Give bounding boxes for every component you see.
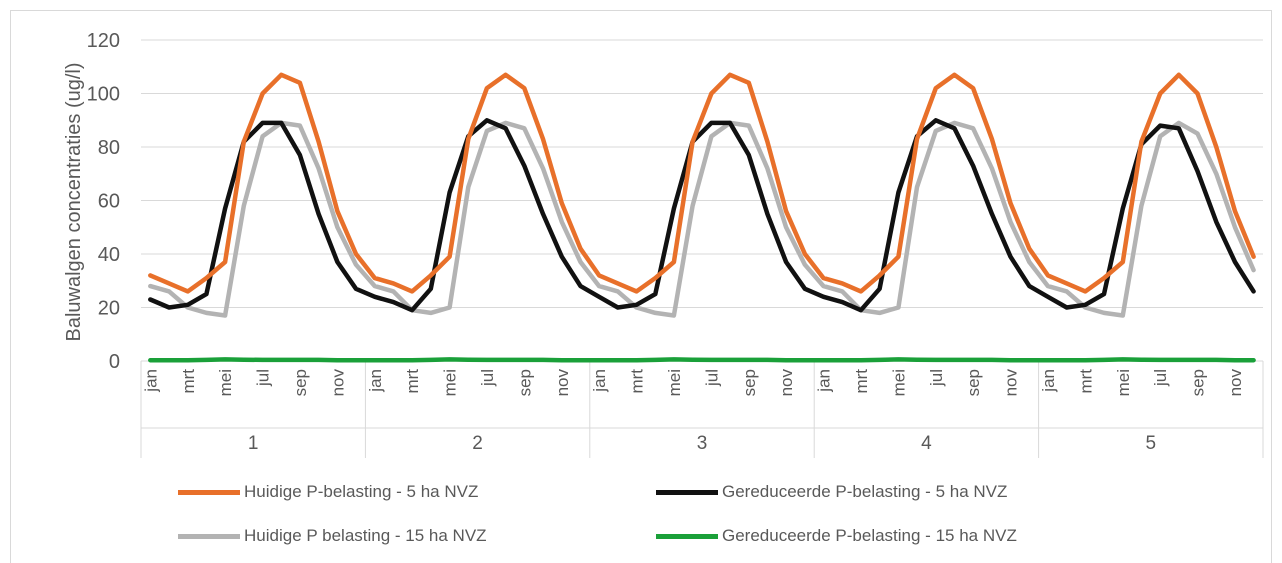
month-label: jul bbox=[702, 369, 721, 387]
month-label: mei bbox=[216, 369, 235, 396]
month-label: jul bbox=[927, 369, 946, 387]
month-label: sep bbox=[1189, 369, 1208, 396]
month-label: jan bbox=[815, 369, 834, 393]
month-label: mrt bbox=[628, 369, 647, 394]
y-tick-label-0: 0 bbox=[109, 351, 120, 373]
month-label: nov bbox=[328, 369, 347, 397]
series-lines bbox=[148, 72, 1256, 363]
legend-swatch-0 bbox=[178, 489, 240, 495]
month-label: mei bbox=[889, 369, 908, 396]
month-label: jul bbox=[1151, 369, 1170, 387]
month-label: sep bbox=[515, 369, 534, 396]
month-label: jan bbox=[366, 369, 385, 393]
legend-label-0: Huidige P-belasting - 5 ha NVZ bbox=[244, 482, 479, 501]
month-label: jul bbox=[478, 369, 497, 387]
month-label: sep bbox=[964, 369, 983, 396]
year-label-2: 2 bbox=[472, 433, 483, 454]
month-label: mrt bbox=[852, 369, 871, 394]
legend-item-3: Gereduceerde P-belasting - 15 ha NVZ bbox=[656, 526, 1017, 546]
legend-item-1: Gereduceerde P-belasting - 5 ha NVZ bbox=[656, 482, 1007, 502]
month-label: mrt bbox=[179, 369, 198, 394]
y-tick-label-120: 120 bbox=[87, 30, 120, 52]
month-label: mei bbox=[1114, 369, 1133, 396]
month-label: nov bbox=[1226, 369, 1245, 397]
series-line-3 bbox=[148, 357, 1256, 363]
month-label: sep bbox=[291, 369, 310, 396]
series-line-0 bbox=[148, 72, 1256, 294]
legend-swatch-3 bbox=[656, 533, 718, 539]
y-tick-label-100: 100 bbox=[87, 84, 120, 106]
month-label: mei bbox=[665, 369, 684, 396]
legend-label-3: Gereduceerde P-belasting - 15 ha NVZ bbox=[722, 526, 1017, 545]
y-tick-labels: 0 20 40 60 80 100 120 bbox=[87, 30, 120, 373]
legend-item-0: Huidige P-belasting - 5 ha NVZ bbox=[178, 482, 478, 502]
legend-swatch-1 bbox=[656, 489, 718, 495]
gridlines bbox=[141, 39, 1263, 362]
month-label: mrt bbox=[403, 369, 422, 394]
month-label: mei bbox=[441, 369, 460, 396]
month-label: sep bbox=[740, 369, 759, 396]
year-label-5: 5 bbox=[1146, 433, 1157, 454]
series-line-2 bbox=[148, 120, 1256, 318]
y-tick-label-80: 80 bbox=[98, 137, 120, 159]
chart-frame bbox=[10, 10, 1272, 563]
month-label: jul bbox=[254, 369, 273, 387]
month-label: nov bbox=[553, 369, 572, 397]
month-label: nov bbox=[777, 369, 796, 397]
year-label-3: 3 bbox=[697, 433, 708, 454]
y-tick-label-20: 20 bbox=[98, 298, 120, 320]
month-label: nov bbox=[1002, 369, 1021, 397]
year-label-1: 1 bbox=[248, 433, 259, 454]
month-label: mrt bbox=[1076, 369, 1095, 394]
month-label: jan bbox=[590, 369, 609, 393]
legend-item-2: Huidige P belasting - 15 ha NVZ bbox=[178, 526, 487, 546]
series-line-1 bbox=[148, 118, 1256, 313]
legend-label-2: Huidige P belasting - 15 ha NVZ bbox=[244, 526, 487, 545]
year-label-4: 4 bbox=[921, 433, 932, 454]
y-tick-label-40: 40 bbox=[98, 244, 120, 266]
month-label: jan bbox=[1039, 369, 1058, 393]
y-axis-label: Baluwalgen concentraties (ug/l) bbox=[63, 62, 85, 341]
legend-label-1: Gereduceerde P-belasting - 5 ha NVZ bbox=[722, 482, 1008, 501]
month-label: jan bbox=[141, 369, 160, 393]
y-tick-label-60: 60 bbox=[98, 191, 120, 213]
legend-swatch-2 bbox=[178, 533, 240, 539]
